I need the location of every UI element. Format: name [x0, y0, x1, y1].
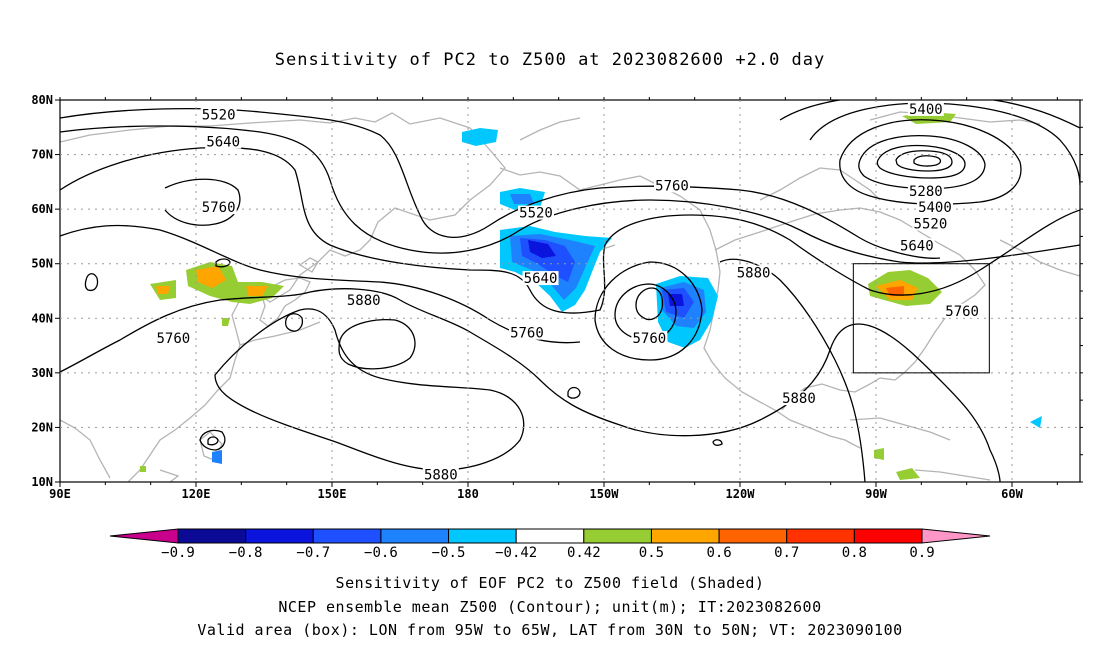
colorbar-segment [853, 528, 923, 544]
contour-label: 5640 [206, 135, 240, 151]
colorbar-segment [380, 528, 450, 544]
contour-label-bg [916, 200, 953, 215]
contour-label-bg [912, 216, 949, 231]
plot-title: Sensitivity of PC2 to Z500 at 2023082600… [274, 50, 826, 70]
colorbar-right-triangle [921, 528, 991, 544]
lon-tick-label: 60W [1001, 487, 1023, 501]
contour-label: 5760 [202, 200, 236, 216]
contour-label-bg [907, 183, 944, 198]
lon-tick-label: 150W [590, 487, 620, 501]
contour-label-bg [654, 178, 690, 193]
shade-neg-arctic [462, 128, 498, 146]
valid-area-rect [852, 263, 990, 374]
lat-tick-label: 30N [31, 366, 53, 380]
contour-label-bg [735, 265, 772, 280]
colorbar-label: 0.42 [567, 545, 601, 561]
contour-label: 5760 [945, 304, 979, 320]
valid-area-box [852, 263, 990, 374]
lon-tick-label: 90W [865, 487, 887, 501]
lon-tick-label: 120W [726, 487, 756, 501]
sensitivity-shading [140, 112, 1042, 480]
contour-label-bg [907, 101, 944, 116]
lat-tick-label: 50N [31, 257, 53, 271]
z500-contours [60, 100, 1080, 482]
lon-tick-label: 120E [182, 487, 211, 501]
colorbar-label: 0.7 [774, 545, 799, 561]
colorbar-segment [515, 528, 585, 544]
colorbar-label: −0.42 [495, 545, 537, 561]
colorbar-label: −0.6 [364, 545, 398, 561]
contour-labels: 5520 5640 5760 5760 5880 5520 5640 5760 5760 5760… [155, 101, 981, 484]
colorbar-label: −0.7 [296, 545, 330, 561]
colorbar-segment [448, 528, 517, 544]
contour-label-bg [631, 331, 668, 346]
colorbar-label: −0.5 [432, 545, 466, 561]
colorbar-label: 0.5 [639, 545, 664, 561]
contour-label: 5400 [918, 200, 952, 216]
lon-tick-label: 90E [49, 487, 71, 501]
contour-label-bg [205, 134, 242, 149]
colorbar-segment [245, 528, 314, 544]
contour-label: 5880 [782, 391, 816, 407]
contour-label: 5760 [156, 331, 190, 347]
contour-label: 5760 [510, 326, 544, 342]
colorbar-segment [312, 528, 382, 544]
lat-tick-label: 80N [31, 93, 53, 107]
contour-label: 5640 [900, 238, 934, 254]
contour-label-bg [898, 238, 935, 253]
contour-label: 5760 [632, 331, 666, 347]
contour-label: 5520 [202, 107, 236, 123]
colorbar-segment [583, 528, 652, 544]
colorbar: −0.9 −0.8 −0.7 −0.6 −0.5 −0.42 0.42 0.5 0.6 0.7 0.… [109, 528, 991, 561]
colorbar-label: 0.6 [706, 545, 731, 561]
lon-tick-label: 150E [318, 487, 347, 501]
caption-valid-area: Valid area (box): LON from 95W to 65W, L… [197, 621, 903, 639]
colorbar-segment [650, 528, 720, 544]
lat-tick-label: 60N [31, 202, 53, 216]
colorbar-label: −0.8 [229, 545, 263, 561]
colorbar-segment [718, 528, 788, 544]
contour-label: 5880 [347, 293, 381, 309]
contour-label-bg [422, 467, 459, 482]
colorbar-label: 0.9 [909, 545, 934, 561]
contour-label-bg [522, 271, 559, 286]
contour-label: 5880 [424, 468, 458, 484]
lat-tick-label: 20N [31, 420, 53, 434]
gridlines [60, 100, 1080, 482]
contour-label: 5280 [909, 184, 943, 200]
lon-tick-label: 180 [457, 487, 479, 501]
contour-label-bg [518, 205, 554, 220]
colorbar-label: −0.9 [161, 545, 195, 561]
contour-label-bg [200, 200, 237, 215]
contour-label-bg [155, 331, 192, 346]
caption-contour: NCEP ensemble mean Z500 (Contour); unit(… [278, 598, 822, 616]
lat-tick-label: 10N [31, 475, 53, 489]
contour-label-bg [780, 391, 817, 406]
contour-label-bg [345, 292, 382, 307]
contour-label: 5880 [737, 266, 771, 282]
contour-label-bg [508, 325, 545, 340]
colorbar-label: 0.8 [842, 545, 867, 561]
contour-label: 5400 [909, 102, 943, 118]
colorbar-left-triangle [109, 528, 179, 544]
shade-neg-npac-core [528, 240, 556, 258]
contour-label-bg [944, 303, 981, 318]
contour-label-bg [200, 107, 237, 122]
contour-label: 5520 [519, 206, 553, 222]
caption-shaded: Sensitivity of EOF PC2 to Z500 field (Sh… [335, 574, 765, 592]
lat-tick-label: 70N [31, 148, 53, 162]
contour-label: 5760 [655, 178, 689, 194]
contour-label: 5640 [524, 271, 558, 287]
lat-tick-label: 40N [31, 311, 53, 325]
colorbar-segment [786, 528, 855, 544]
contour-label: 5520 [914, 217, 948, 233]
colorbar-segment [177, 528, 247, 544]
